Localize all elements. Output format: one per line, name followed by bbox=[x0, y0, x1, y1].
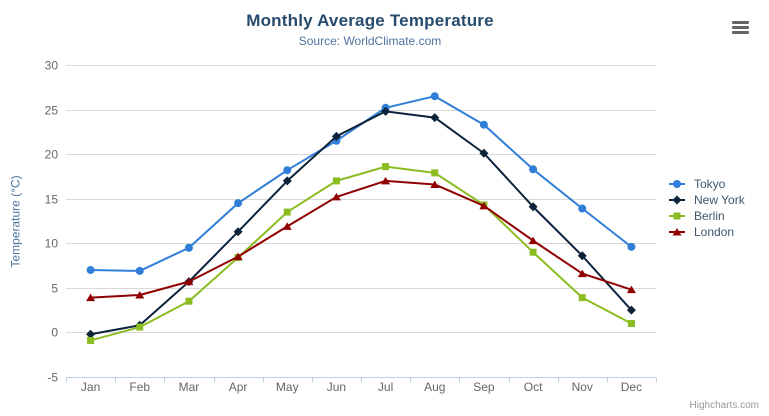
point-berlin-nov[interactable] bbox=[578, 294, 586, 302]
legend-label: Tokyo bbox=[694, 177, 726, 191]
circle-marker-glyph bbox=[673, 180, 681, 188]
point-tokyo-apr[interactable] bbox=[234, 199, 243, 208]
point-london-jan[interactable] bbox=[86, 293, 96, 302]
diamond-marker-glyph bbox=[672, 195, 682, 205]
point-new-york-aug[interactable] bbox=[430, 113, 440, 123]
point-london-dec[interactable] bbox=[626, 285, 636, 294]
y-tick-label: 30 bbox=[45, 59, 59, 73]
legend-item-berlin[interactable]: Berlin bbox=[669, 208, 745, 224]
point-tokyo-dec[interactable] bbox=[627, 242, 636, 251]
chart-title: Monthly Average Temperature bbox=[246, 11, 494, 30]
legend-label: London bbox=[694, 225, 735, 239]
point-london-feb[interactable] bbox=[135, 290, 145, 299]
point-berlin-mar[interactable] bbox=[185, 297, 193, 305]
point-berlin-jun[interactable] bbox=[332, 177, 340, 185]
point-london-apr[interactable] bbox=[233, 252, 243, 261]
point-tokyo-sep[interactable] bbox=[479, 120, 488, 129]
point-tokyo-nov[interactable] bbox=[578, 204, 587, 213]
y-tick-label: 15 bbox=[45, 193, 59, 207]
x-tick-label: Dec bbox=[621, 380, 642, 394]
point-berlin-jan[interactable] bbox=[87, 336, 95, 344]
point-london-nov[interactable] bbox=[577, 269, 587, 278]
y-axis-title: Temperature (°C) bbox=[8, 175, 23, 268]
point-london-aug[interactable] bbox=[430, 180, 440, 188]
x-tick-label: Oct bbox=[524, 380, 543, 394]
point-new-york-oct[interactable] bbox=[528, 202, 538, 212]
x-tick-label: Feb bbox=[129, 380, 150, 394]
x-tick-label: Jan bbox=[81, 380, 100, 394]
point-tokyo-aug[interactable] bbox=[430, 92, 439, 101]
chart-subtitle: Source: WorldClimate.com bbox=[298, 34, 442, 48]
series-line-london[interactable] bbox=[89, 179, 633, 299]
y-tick-label: -5 bbox=[47, 371, 58, 385]
x-tick-label: Sep bbox=[473, 380, 495, 394]
point-berlin-aug[interactable] bbox=[431, 169, 439, 177]
point-tokyo-mar[interactable] bbox=[184, 243, 193, 252]
series-line-tokyo[interactable] bbox=[89, 95, 633, 272]
legend-item-new-york[interactable]: New York bbox=[669, 192, 745, 208]
export-menu-button[interactable] bbox=[732, 21, 749, 34]
point-new-york-sep[interactable] bbox=[479, 148, 489, 158]
legend: Tokyo New York Berlin London bbox=[669, 176, 745, 240]
diamond-marker-icon bbox=[669, 195, 685, 205]
x-tick-label: Jul bbox=[378, 380, 393, 394]
credits-link[interactable]: Highcharts.com bbox=[689, 400, 759, 411]
point-berlin-feb[interactable] bbox=[136, 323, 144, 331]
point-new-york-dec[interactable] bbox=[626, 305, 636, 315]
y-tick-label: 10 bbox=[45, 237, 59, 251]
point-london-jul[interactable] bbox=[381, 176, 391, 185]
point-london-sep[interactable] bbox=[479, 201, 489, 210]
point-london-oct[interactable] bbox=[528, 236, 538, 245]
square-marker-glyph bbox=[673, 212, 681, 220]
hamburger-icon bbox=[732, 21, 749, 34]
triangle-marker-icon bbox=[669, 228, 685, 236]
point-new-york-jul[interactable] bbox=[381, 106, 391, 116]
x-tick-label: Jun bbox=[327, 380, 346, 394]
series-line-berlin[interactable] bbox=[89, 165, 633, 342]
legend-label: Berlin bbox=[694, 209, 725, 223]
point-london-may[interactable] bbox=[282, 222, 292, 230]
point-berlin-jul[interactable] bbox=[382, 163, 390, 171]
point-new-york-jan[interactable] bbox=[86, 329, 96, 339]
legend-item-tokyo[interactable]: Tokyo bbox=[669, 176, 745, 192]
point-tokyo-oct[interactable] bbox=[529, 165, 538, 174]
y-tick-label: 25 bbox=[45, 104, 59, 118]
legend-item-london[interactable]: London bbox=[669, 224, 745, 240]
square-marker-icon bbox=[669, 212, 685, 220]
point-new-york-may[interactable] bbox=[282, 176, 292, 186]
point-berlin-oct[interactable] bbox=[529, 248, 537, 256]
x-tick-label: Mar bbox=[179, 380, 200, 394]
triangle-marker-glyph bbox=[672, 228, 682, 236]
point-new-york-apr[interactable] bbox=[233, 227, 243, 237]
y-tick-label: 5 bbox=[51, 282, 58, 296]
x-tick-label: Nov bbox=[572, 380, 593, 394]
series-line-new-york[interactable] bbox=[89, 110, 633, 336]
point-london-jun[interactable] bbox=[331, 192, 341, 201]
x-tick-label: Apr bbox=[229, 380, 248, 394]
point-tokyo-feb[interactable] bbox=[135, 266, 144, 275]
x-tick-label: Aug bbox=[424, 380, 445, 394]
x-tick-label: May bbox=[276, 380, 299, 394]
y-tick-label: 20 bbox=[45, 148, 59, 162]
point-new-york-nov[interactable] bbox=[577, 251, 587, 261]
point-berlin-dec[interactable] bbox=[627, 320, 635, 328]
point-tokyo-may[interactable] bbox=[283, 166, 292, 175]
point-new-york-jun[interactable] bbox=[331, 131, 341, 141]
point-berlin-may[interactable] bbox=[283, 208, 291, 216]
point-tokyo-jan[interactable] bbox=[86, 266, 95, 275]
y-tick-label: 0 bbox=[51, 326, 58, 340]
circle-marker-icon bbox=[669, 180, 685, 188]
point-london-mar[interactable] bbox=[184, 277, 194, 286]
legend-label: New York bbox=[694, 193, 745, 207]
